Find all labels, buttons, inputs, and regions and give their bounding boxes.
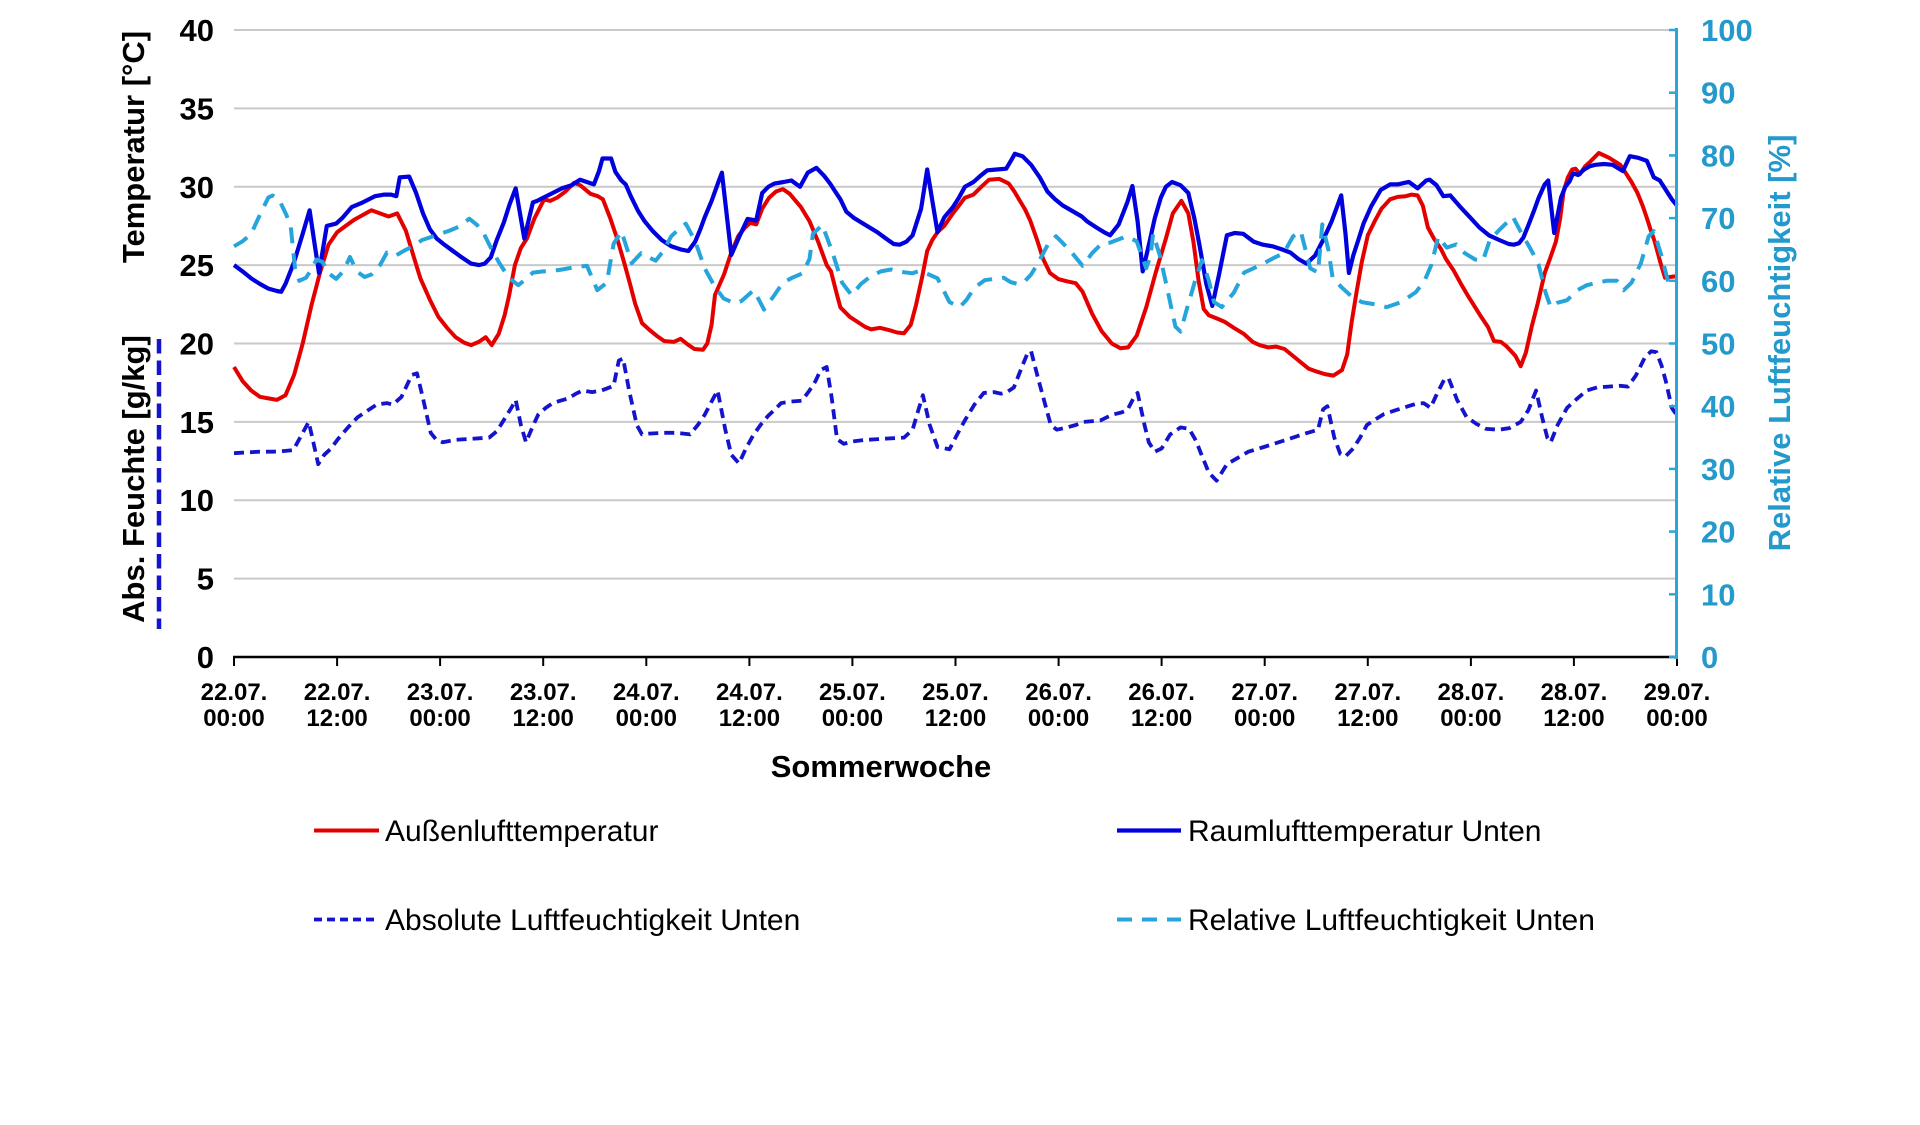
svg-text:40: 40 xyxy=(180,13,214,48)
svg-text:00:00: 00:00 xyxy=(822,705,883,732)
svg-text:27.07.: 27.07. xyxy=(1231,679,1298,706)
svg-text:00:00: 00:00 xyxy=(1646,705,1707,732)
svg-text:40: 40 xyxy=(1701,389,1735,424)
svg-text:60: 60 xyxy=(1701,264,1735,299)
svg-text:24.07.: 24.07. xyxy=(716,679,783,706)
svg-text:15: 15 xyxy=(180,405,214,440)
svg-text:25.07.: 25.07. xyxy=(922,679,989,706)
svg-text:28.07.: 28.07. xyxy=(1438,679,1505,706)
svg-text:Absolute Luftfeuchtigkeit Unte: Absolute Luftfeuchtigkeit Unten xyxy=(385,904,800,937)
svg-text:28.07.: 28.07. xyxy=(1541,679,1608,706)
svg-text:12:00: 12:00 xyxy=(925,705,986,732)
svg-text:00:00: 00:00 xyxy=(1028,705,1089,732)
svg-text:70: 70 xyxy=(1701,201,1735,236)
svg-text:12:00: 12:00 xyxy=(1337,705,1398,732)
svg-text:27.07.: 27.07. xyxy=(1334,679,1401,706)
svg-text:12:00: 12:00 xyxy=(1131,705,1192,732)
svg-text:Relative Luftfeuchtigkeit Unte: Relative Luftfeuchtigkeit Unten xyxy=(1188,904,1595,937)
svg-text:35: 35 xyxy=(180,91,214,126)
svg-text:30: 30 xyxy=(180,170,214,205)
svg-text:20: 20 xyxy=(180,327,214,362)
svg-text:23.07.: 23.07. xyxy=(407,679,474,706)
svg-text:20: 20 xyxy=(1701,515,1735,550)
svg-text:12:00: 12:00 xyxy=(306,705,367,732)
svg-text:12:00: 12:00 xyxy=(1543,705,1604,732)
svg-text:24.07.: 24.07. xyxy=(613,679,680,706)
svg-text:Sommerwoche: Sommerwoche xyxy=(771,749,992,784)
svg-text:26.07.: 26.07. xyxy=(1025,679,1092,706)
svg-text:29.07.: 29.07. xyxy=(1644,679,1711,706)
svg-text:0: 0 xyxy=(1701,640,1718,675)
svg-text:25: 25 xyxy=(180,248,214,283)
svg-text:Temperatur [°C]: Temperatur [°C] xyxy=(116,31,151,263)
svg-text:Außenlufttemperatur: Außenlufttemperatur xyxy=(385,815,658,848)
svg-text:Abs. Feuchte [g/kg]: Abs. Feuchte [g/kg] xyxy=(116,335,151,623)
svg-text:Raumlufttemperatur Unten: Raumlufttemperatur Unten xyxy=(1188,815,1542,848)
svg-text:25.07.: 25.07. xyxy=(819,679,886,706)
svg-text:00:00: 00:00 xyxy=(409,705,470,732)
svg-text:12:00: 12:00 xyxy=(719,705,780,732)
svg-text:80: 80 xyxy=(1701,138,1735,173)
svg-text:22.07.: 22.07. xyxy=(201,679,268,706)
svg-text:90: 90 xyxy=(1701,76,1735,111)
svg-text:00:00: 00:00 xyxy=(203,705,264,732)
svg-text:10: 10 xyxy=(1701,577,1735,612)
svg-text:00:00: 00:00 xyxy=(1440,705,1501,732)
svg-text:00:00: 00:00 xyxy=(1234,705,1295,732)
svg-text:00:00: 00:00 xyxy=(616,705,677,732)
svg-text:26.07.: 26.07. xyxy=(1128,679,1195,706)
svg-text:22.07.: 22.07. xyxy=(304,679,371,706)
svg-text:5: 5 xyxy=(197,562,214,597)
svg-text:100: 100 xyxy=(1701,13,1753,48)
svg-text:10: 10 xyxy=(180,483,214,518)
svg-text:0: 0 xyxy=(197,640,214,675)
svg-text:Relative Luftfeuchtigkeit [%]: Relative Luftfeuchtigkeit [%] xyxy=(1762,135,1797,552)
svg-text:30: 30 xyxy=(1701,452,1735,487)
svg-text:23.07.: 23.07. xyxy=(510,679,577,706)
svg-text:50: 50 xyxy=(1701,327,1735,362)
svg-text:12:00: 12:00 xyxy=(513,705,574,732)
